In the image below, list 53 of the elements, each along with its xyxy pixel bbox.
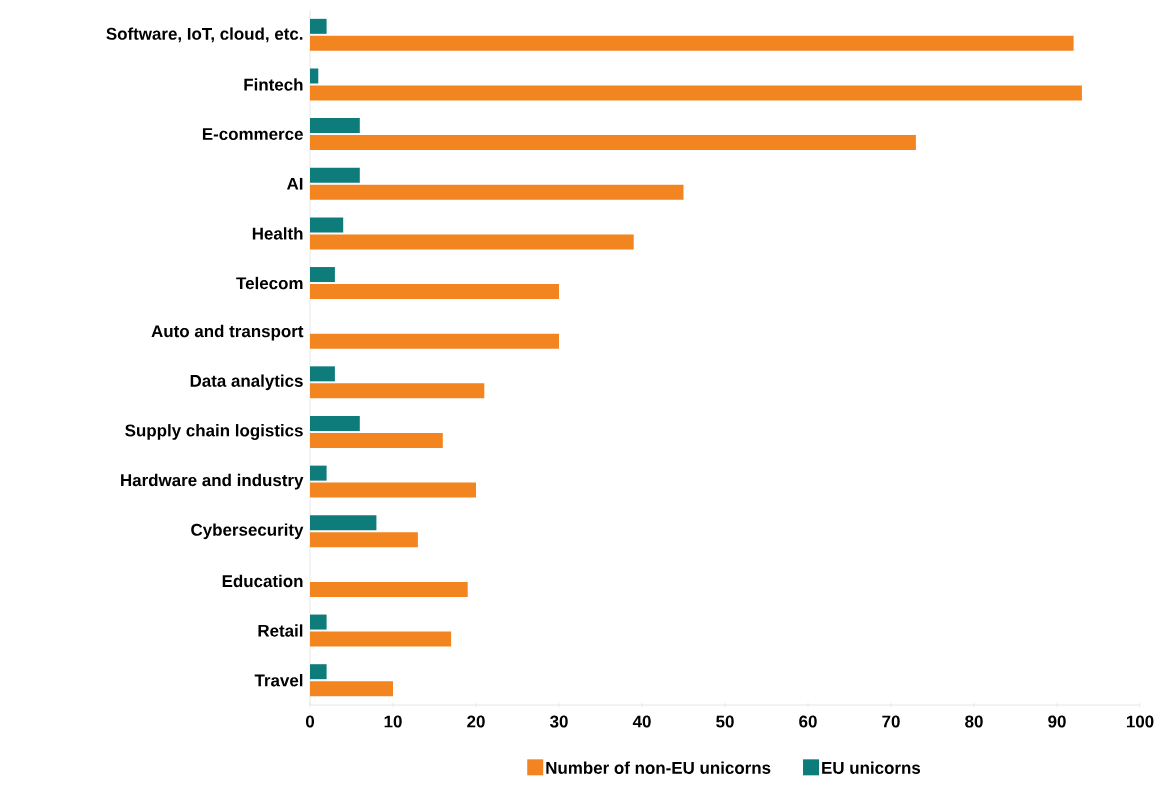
bar — [310, 167, 360, 183]
bar — [310, 681, 393, 697]
bar — [310, 284, 559, 300]
bar — [310, 581, 468, 597]
bar — [310, 482, 476, 498]
bar — [310, 415, 360, 431]
y-tick-label: Supply chain logistics — [125, 424, 303, 440]
bar — [310, 217, 344, 233]
bar — [310, 35, 1074, 51]
bar — [310, 68, 319, 84]
y-tick-label: E-commerce — [202, 128, 303, 141]
x-tick-label: 90 — [1048, 715, 1066, 728]
bar — [310, 631, 452, 647]
y-tick-label: Travel — [254, 673, 303, 687]
bar — [310, 614, 327, 630]
bar — [310, 85, 1082, 101]
bar — [310, 366, 335, 382]
y-tick-label: Cybersecurity — [191, 523, 304, 540]
bar — [310, 383, 485, 399]
bar — [310, 184, 684, 200]
x-tick-label: 100 — [1126, 715, 1154, 728]
bar — [310, 465, 327, 481]
x-tick-label: 50 — [716, 715, 734, 728]
x-tick-label: 10 — [384, 715, 402, 728]
y-tick-label: Fintech — [244, 78, 303, 91]
bar — [310, 18, 327, 34]
y-tick-label: Retail — [258, 624, 303, 637]
y-tick-label: Auto and transport — [151, 324, 304, 341]
x-tick-label: 0 — [305, 715, 315, 728]
y-tick-label: Data analytics — [190, 374, 303, 391]
y-tick-label: Software, IoT, cloud, etc. — [106, 27, 303, 43]
x-tick-label: 30 — [549, 715, 568, 728]
legend-label: Number of non-EU unicorns — [546, 761, 771, 774]
bar — [310, 664, 327, 680]
x-tick-label: 40 — [632, 715, 651, 728]
bar — [310, 118, 360, 134]
legend-label: EU unicorns — [822, 761, 921, 774]
x-tick-label: 80 — [965, 715, 983, 728]
y-tick-label: AI — [286, 177, 303, 190]
bar — [310, 234, 634, 250]
y-tick-label: Telecom — [236, 276, 303, 290]
bar — [310, 135, 916, 151]
bar — [310, 532, 418, 548]
y-tick-label: Education — [222, 574, 303, 588]
bar — [310, 267, 335, 283]
y-tick-label: Health — [252, 227, 303, 240]
x-tick-label: 20 — [467, 715, 485, 728]
bar — [310, 333, 559, 349]
bar — [310, 515, 377, 531]
y-tick-label: Hardware and industry — [121, 473, 304, 490]
bar — [310, 432, 443, 448]
x-tick-label: 70 — [882, 715, 900, 728]
x-tick-label: 60 — [799, 715, 817, 728]
